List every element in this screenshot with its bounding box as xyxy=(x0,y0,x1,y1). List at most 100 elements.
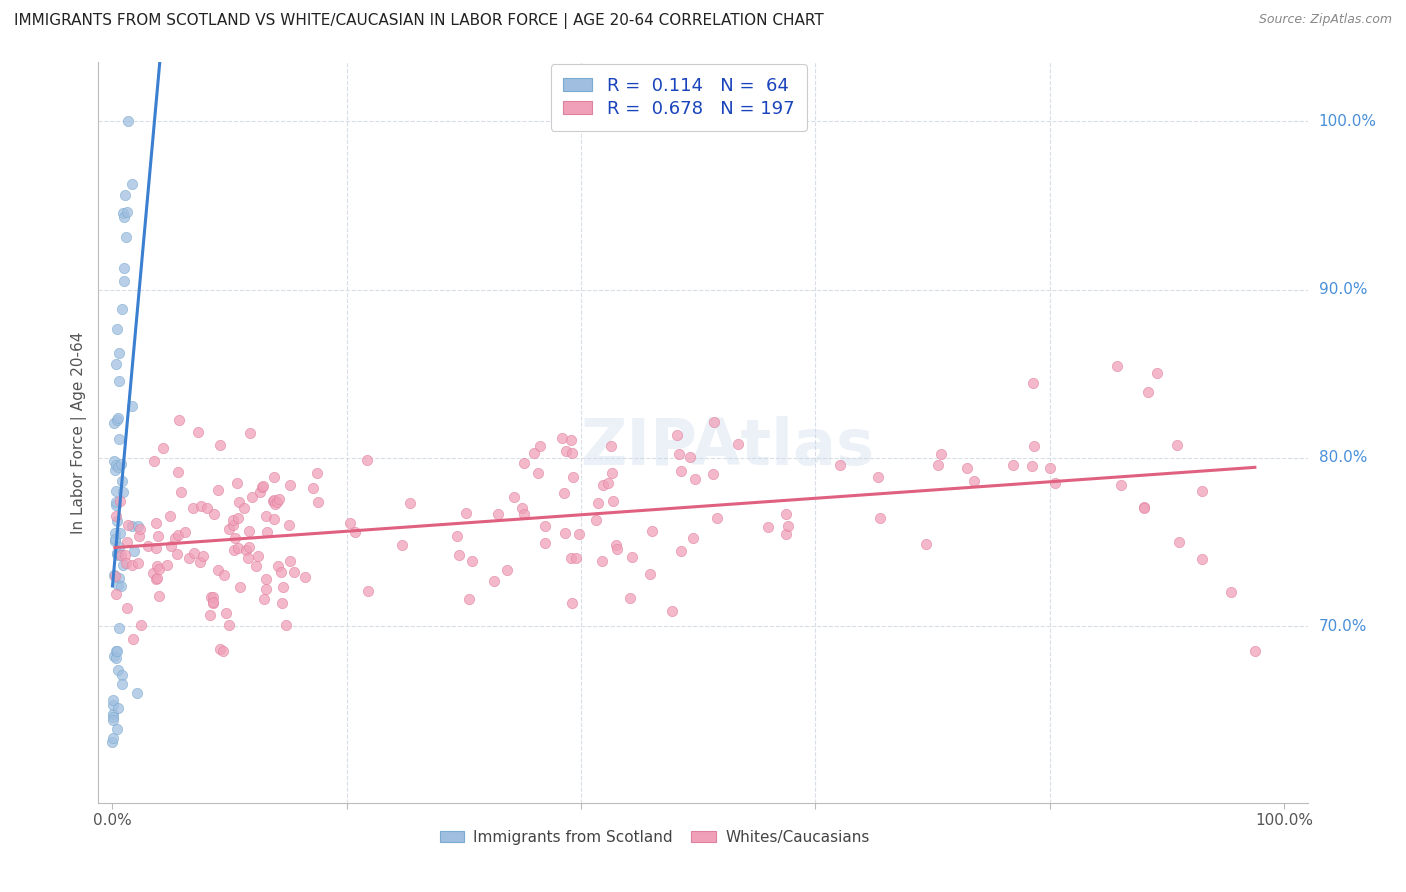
Point xyxy=(103,454,125,468)
Point xyxy=(108,432,131,446)
Point xyxy=(449,548,471,562)
Point xyxy=(111,484,134,499)
Point xyxy=(207,483,229,497)
Point xyxy=(114,549,136,563)
Point xyxy=(278,517,301,532)
Point xyxy=(929,447,952,461)
Point xyxy=(775,507,797,521)
Point xyxy=(683,473,706,487)
Point xyxy=(107,412,129,426)
Point xyxy=(218,522,240,536)
Point xyxy=(602,493,624,508)
Point xyxy=(177,550,200,565)
Point xyxy=(775,527,797,541)
Point xyxy=(146,529,169,543)
Point xyxy=(105,322,128,336)
Point xyxy=(246,549,269,564)
Point xyxy=(117,517,139,532)
Point xyxy=(110,457,132,471)
Point xyxy=(245,558,267,573)
Point xyxy=(592,477,614,491)
Point xyxy=(456,506,478,520)
Point xyxy=(1022,439,1045,453)
Point xyxy=(108,540,131,554)
Point xyxy=(561,596,583,610)
Point xyxy=(107,571,129,585)
Point xyxy=(101,710,124,724)
Point xyxy=(551,431,574,445)
Point xyxy=(512,456,534,470)
Y-axis label: In Labor Force | Age 20-64: In Labor Force | Age 20-64 xyxy=(72,332,87,533)
Point xyxy=(101,731,124,746)
Point xyxy=(756,519,779,533)
Point xyxy=(222,518,245,533)
Point xyxy=(202,595,225,609)
Point xyxy=(270,565,292,579)
Point xyxy=(669,544,692,558)
Point xyxy=(129,522,152,536)
Point xyxy=(167,465,190,479)
Point xyxy=(486,508,509,522)
Point xyxy=(111,676,134,690)
Point xyxy=(869,510,891,524)
Point xyxy=(108,346,131,360)
Point xyxy=(591,554,613,568)
Point xyxy=(585,513,607,527)
Point xyxy=(218,617,240,632)
Point xyxy=(253,592,276,607)
Point xyxy=(927,458,949,472)
Point xyxy=(262,493,284,508)
Point xyxy=(915,537,938,551)
Point xyxy=(496,563,519,577)
Legend: Immigrants from Scotland, Whites/Caucasians: Immigrants from Scotland, Whites/Caucasi… xyxy=(433,823,876,851)
Point xyxy=(267,558,290,573)
Point xyxy=(146,570,169,584)
Point xyxy=(1021,459,1043,474)
Point xyxy=(222,512,245,526)
Point xyxy=(225,476,247,491)
Point xyxy=(554,526,576,541)
Point xyxy=(1191,551,1213,566)
Point xyxy=(152,442,174,456)
Point xyxy=(1220,585,1243,599)
Point xyxy=(202,507,225,521)
Point xyxy=(105,586,128,600)
Point xyxy=(107,722,129,736)
Point xyxy=(228,511,250,525)
Point xyxy=(513,507,536,521)
Point xyxy=(228,494,250,508)
Point xyxy=(143,453,166,467)
Point xyxy=(278,478,301,492)
Point xyxy=(117,205,139,219)
Point xyxy=(145,516,167,530)
Point xyxy=(101,735,124,749)
Point xyxy=(110,579,132,593)
Point xyxy=(117,535,139,549)
Point xyxy=(1132,501,1154,516)
Text: 80.0%: 80.0% xyxy=(1319,450,1367,466)
Point xyxy=(224,531,246,545)
Point xyxy=(166,547,188,561)
Point xyxy=(661,604,683,618)
Point xyxy=(107,549,129,563)
Point xyxy=(357,584,380,599)
Point xyxy=(202,596,225,610)
Point xyxy=(339,516,361,531)
Point xyxy=(527,467,550,481)
Point xyxy=(105,508,128,523)
Point xyxy=(187,425,209,440)
Point xyxy=(620,550,643,565)
Point xyxy=(1039,461,1062,475)
Point xyxy=(104,533,127,548)
Point xyxy=(114,230,136,244)
Point xyxy=(222,543,245,558)
Point xyxy=(169,413,191,427)
Point xyxy=(568,526,591,541)
Point xyxy=(107,578,129,592)
Point xyxy=(1022,376,1045,390)
Point xyxy=(1167,535,1189,549)
Point xyxy=(239,426,262,441)
Point xyxy=(103,649,125,664)
Point xyxy=(600,466,623,480)
Point xyxy=(1043,475,1066,490)
